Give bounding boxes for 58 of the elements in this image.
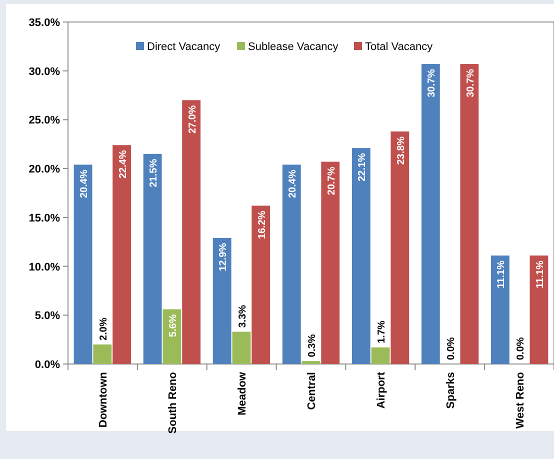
data-label: 20.7% <box>326 166 338 196</box>
y-tick-label: 20.0% <box>28 164 60 176</box>
bar <box>252 206 270 364</box>
bar <box>74 164 92 364</box>
data-label: 23.8% <box>396 136 407 165</box>
bar <box>182 100 201 364</box>
x-tick-label: Central <box>306 372 318 410</box>
bar <box>352 148 370 364</box>
bar <box>421 64 440 364</box>
y-tick-label: 10.0% <box>28 261 60 274</box>
data-label: 16.2% <box>256 210 268 240</box>
legend-label: Sublease Vacancy <box>248 41 339 53</box>
data-label: 0.3% <box>307 334 318 358</box>
data-label: 11.1% <box>496 260 508 288</box>
data-label: 0.0% <box>446 337 458 360</box>
data-label: 20.4% <box>288 170 299 198</box>
data-label: 21.5% <box>148 158 160 188</box>
y-tick-label: 5.0% <box>34 310 60 322</box>
data-label: 0.0% <box>516 337 527 360</box>
bar <box>460 64 479 364</box>
x-tick-label: Downtown <box>98 372 110 428</box>
data-label: 11.1% <box>534 260 546 288</box>
data-label: 5.6% <box>168 314 179 338</box>
bar <box>143 154 162 364</box>
data-label: 2.0% <box>98 318 110 340</box>
bar <box>112 145 131 364</box>
legend-label: Direct Vacancy <box>147 41 221 53</box>
data-label: 3.3% <box>237 304 248 328</box>
x-tick-label: Sparks <box>444 372 457 409</box>
y-tick-label: 0.0% <box>34 359 60 371</box>
bar <box>162 309 182 364</box>
data-label: 22.1% <box>357 152 368 182</box>
data-label: 20.4% <box>79 170 90 198</box>
bar <box>232 332 251 364</box>
bar <box>321 162 340 364</box>
data-label: 1.7% <box>376 320 388 344</box>
bar <box>282 164 301 364</box>
y-tick-label: 30.0% <box>28 66 60 78</box>
bar <box>212 238 232 364</box>
bar <box>390 131 410 364</box>
x-tick-label: Meadow <box>236 372 249 416</box>
bar <box>93 344 112 364</box>
data-label: 30.7% <box>426 68 438 98</box>
bar <box>530 256 548 364</box>
bar <box>371 347 390 364</box>
bar <box>491 256 510 364</box>
legend-label: Total Vacancy <box>365 41 434 53</box>
bar <box>302 361 320 364</box>
data-label: 22.4% <box>118 150 129 178</box>
y-tick-label: 25.0% <box>28 114 60 127</box>
x-tick-label: South Reno <box>167 372 180 434</box>
x-tick-label: West Reno <box>514 372 526 429</box>
data-label: 12.9% <box>218 242 230 272</box>
y-tick-label: 15.0% <box>28 212 60 224</box>
y-tick-label: 35.0% <box>28 17 60 29</box>
data-label: 30.7% <box>465 68 476 98</box>
x-tick-label: Airport <box>375 372 388 409</box>
data-label: 27.0% <box>187 105 198 134</box>
